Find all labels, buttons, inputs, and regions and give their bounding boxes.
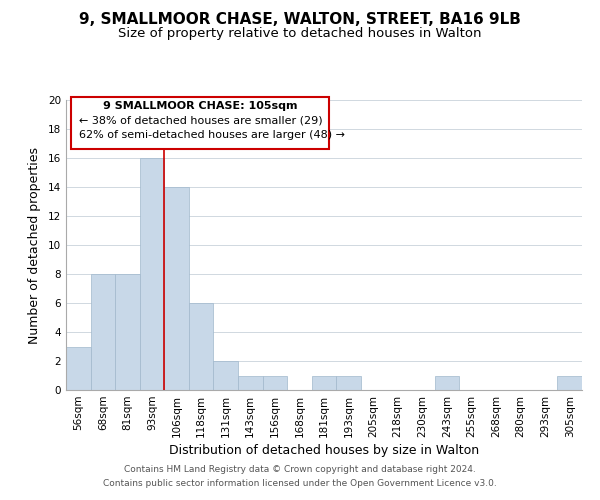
Bar xyxy=(140,158,164,390)
Bar xyxy=(557,376,582,390)
Text: 62% of semi-detached houses are larger (48) →: 62% of semi-detached houses are larger (… xyxy=(79,130,345,140)
Bar xyxy=(91,274,115,390)
Bar xyxy=(164,187,189,390)
Bar xyxy=(263,376,287,390)
Text: 9, SMALLMOOR CHASE, WALTON, STREET, BA16 9LB: 9, SMALLMOOR CHASE, WALTON, STREET, BA16… xyxy=(79,12,521,28)
FancyBboxPatch shape xyxy=(71,97,329,150)
Bar xyxy=(434,376,459,390)
Bar xyxy=(238,376,263,390)
Bar xyxy=(312,376,336,390)
Text: Contains HM Land Registry data © Crown copyright and database right 2024.
Contai: Contains HM Land Registry data © Crown c… xyxy=(103,466,497,487)
Bar xyxy=(66,346,91,390)
Text: Size of property relative to detached houses in Walton: Size of property relative to detached ho… xyxy=(118,28,482,40)
Bar xyxy=(214,361,238,390)
Bar xyxy=(189,303,214,390)
Y-axis label: Number of detached properties: Number of detached properties xyxy=(28,146,41,344)
Bar xyxy=(336,376,361,390)
Text: 9 SMALLMOOR CHASE: 105sqm: 9 SMALLMOOR CHASE: 105sqm xyxy=(103,102,298,112)
X-axis label: Distribution of detached houses by size in Walton: Distribution of detached houses by size … xyxy=(169,444,479,457)
Text: ← 38% of detached houses are smaller (29): ← 38% of detached houses are smaller (29… xyxy=(79,116,323,126)
Bar xyxy=(115,274,140,390)
